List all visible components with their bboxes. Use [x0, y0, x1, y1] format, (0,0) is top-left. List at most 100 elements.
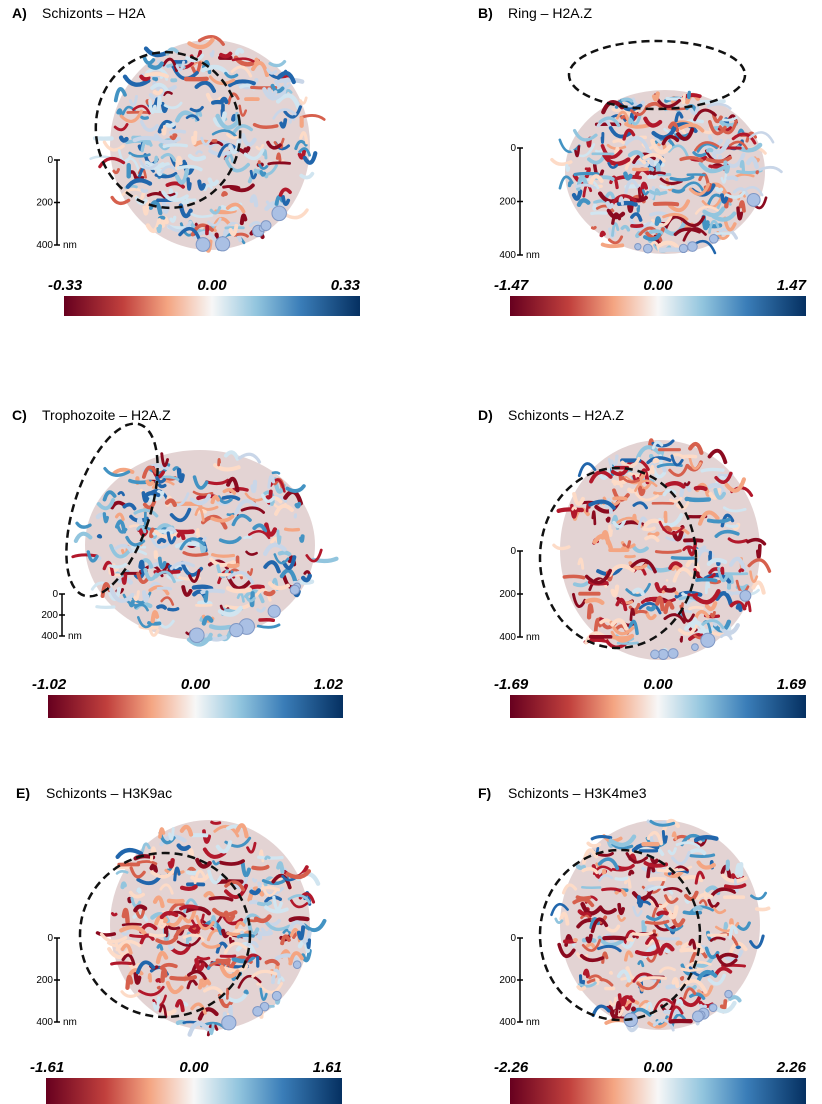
chromatin-strand [652, 467, 667, 479]
chromatin-strand [281, 195, 291, 206]
chromatin-strand [745, 131, 758, 143]
chromatin-strand [175, 999, 185, 1013]
chromatin-strand [641, 920, 647, 935]
chromatin-strand [244, 594, 256, 603]
chromatin-strand [138, 559, 146, 574]
chromatin-strand [572, 581, 590, 588]
chromatin-strand [734, 862, 743, 875]
chromatin-strand [226, 563, 240, 569]
chromatin-strand [265, 921, 291, 932]
panel-title: Schizonts – H3K4me3 [508, 785, 647, 801]
chromatin-strand [243, 535, 252, 540]
chromatin-strand [584, 568, 613, 585]
chromatin-strand [298, 147, 311, 157]
chromatin-strand [141, 590, 150, 603]
chromatin-strand [228, 139, 240, 155]
chromatin-strand [162, 90, 173, 96]
chromatin-strand [607, 564, 636, 577]
chromatin-strand [222, 227, 243, 243]
chromatin-strand [725, 190, 746, 199]
chromatin-strand [585, 942, 597, 950]
chromatin-strand [255, 931, 263, 941]
chromatin-strand [302, 151, 318, 165]
chromatin-strand [168, 827, 175, 841]
chromatin-strand [127, 896, 133, 904]
chromatin-strand [572, 128, 598, 142]
chromatin-strand [582, 912, 592, 918]
panel-title: Schizonts – H2A [42, 5, 146, 21]
chromatin-strand [188, 925, 202, 934]
chromatin-strand [674, 111, 684, 123]
chromatin-strand [705, 155, 733, 164]
chromatin-strand [253, 914, 272, 924]
colorbar-label: 1.02 [314, 676, 344, 693]
colorbar-label: -1.02 [32, 676, 67, 693]
chromatin-strand [156, 586, 173, 591]
chromatin-strand [689, 853, 716, 858]
chromatin-strand [634, 948, 662, 957]
chromatin-strand [647, 885, 674, 895]
chromatin-strand [235, 823, 249, 839]
chromatin-strand [608, 524, 613, 538]
chromatin-strand [643, 232, 662, 242]
chromatin-strand [572, 897, 595, 908]
chromatin-strand [146, 192, 167, 199]
chromatin-strand [598, 873, 614, 882]
chromatin-strand [682, 545, 695, 552]
chromatin-strand [728, 140, 748, 150]
chromatin-strand [267, 581, 290, 591]
chromatin-strand [630, 1006, 636, 1012]
chromatin-strand [190, 873, 211, 883]
panel-label: D) [478, 407, 493, 423]
chromatin-strand [606, 143, 627, 150]
chromatin-strand [736, 921, 751, 931]
chromatin-strand [707, 119, 727, 136]
chromatin-strand [209, 140, 224, 147]
chromatin-strand [230, 65, 253, 78]
chromatin-strand [189, 493, 212, 506]
chromatin-strand [726, 175, 739, 181]
chromatin-strand [746, 537, 767, 546]
chromatin-strand [154, 155, 159, 164]
chromatin-strand [697, 510, 720, 526]
colorbar-label: -2.26 [494, 1059, 529, 1076]
scale-tick-label: 200 [36, 975, 53, 986]
chromatin-strand [133, 904, 148, 913]
chromatin-strand [662, 920, 684, 932]
telomere-sphere [708, 1003, 718, 1013]
colorbar-label: 1.69 [777, 676, 807, 693]
chromatin-strand [588, 174, 604, 188]
chromatin-strand [202, 986, 225, 996]
chromatin-strand [263, 905, 289, 914]
chromatin-strand [252, 122, 279, 130]
chromatin-strand [663, 600, 675, 615]
chromatin-strand [190, 1002, 207, 1015]
chromatin-strand [201, 615, 214, 626]
chromatin-strand [217, 605, 243, 617]
chromatin-strand [707, 898, 720, 909]
chromatin-strand [589, 470, 613, 484]
chromatin-strand [712, 907, 727, 915]
chromatin-strand [140, 188, 149, 194]
chromatin-strand [714, 529, 740, 538]
chromatin-strand [132, 135, 159, 143]
chromatin-strand [241, 133, 257, 147]
chromatin-strand [155, 978, 163, 983]
chromatin-strand [218, 536, 242, 545]
chromatin-strand [649, 240, 661, 252]
chromatin-strand [169, 507, 192, 523]
chromatin-strand [276, 529, 282, 545]
chromatin-strand [724, 477, 747, 493]
chromatin-strand [556, 507, 584, 513]
chromatin-strand [221, 495, 241, 501]
chromatin-strand [150, 82, 170, 94]
chromatin-strand [602, 153, 631, 166]
colorbar-label: 1.47 [777, 277, 807, 294]
chromatin-strand [623, 171, 633, 181]
chromatin-strand [670, 556, 697, 560]
chromatin-strand [642, 153, 666, 163]
chromatin-strand [590, 917, 609, 934]
chromatin-strand [605, 516, 611, 523]
chromatin-strand [597, 944, 622, 953]
chromatin-strand [686, 90, 691, 100]
